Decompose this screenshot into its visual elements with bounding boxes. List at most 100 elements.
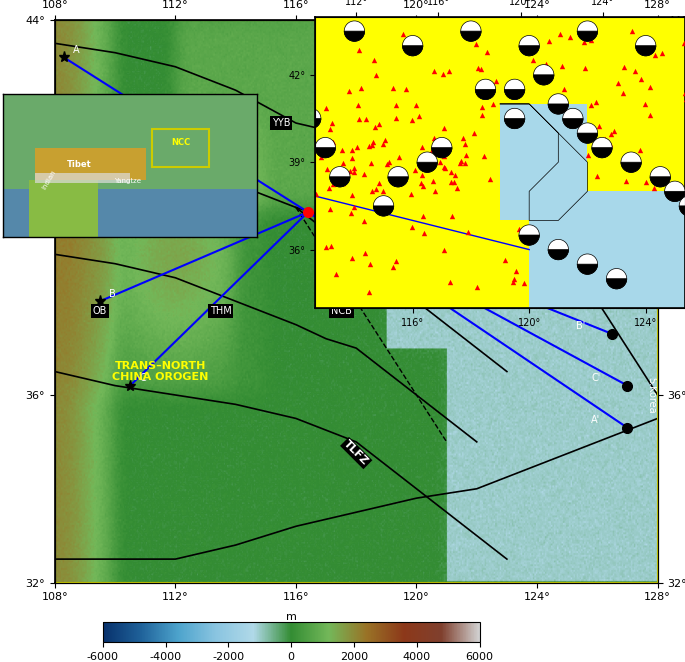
Point (373, 119, 384, 130)
Text: Beijing: Beijing (314, 201, 345, 209)
Point (680, 87, 685, 98)
Text: Tibet: Tibet (67, 160, 92, 169)
Point (337, 158, 348, 169)
X-axis label: m: m (286, 612, 297, 622)
Point (388, 261, 399, 272)
Point (456, 156, 466, 166)
Point (366, 185, 377, 196)
Point (413, 111, 424, 121)
Point (578, 37, 589, 48)
Point (540, 58, 551, 69)
Point (445, 277, 456, 287)
Point (396, 176, 407, 187)
Point (326, 117, 337, 128)
Point (656, 48, 667, 58)
Point (428, 66, 439, 76)
Point (298, 87, 309, 97)
Point (367, 136, 378, 147)
Point (430, 146, 441, 157)
Text: Yangtze: Yangtze (114, 178, 141, 184)
Point (438, 146, 449, 157)
Wedge shape (606, 279, 627, 289)
Point (264, 95, 275, 105)
Point (635, 145, 646, 156)
Wedge shape (650, 177, 671, 187)
Point (508, 277, 519, 287)
Point (511, 266, 522, 277)
Point (384, 157, 395, 167)
Wedge shape (432, 148, 452, 158)
Point (627, 26, 638, 36)
Point (419, 228, 429, 238)
Point (349, 164, 360, 174)
Point (363, 140, 374, 151)
Polygon shape (35, 173, 130, 183)
Point (415, 178, 426, 189)
Point (405, 189, 416, 199)
Text: Indian: Indian (42, 169, 58, 190)
Point (438, 123, 449, 134)
Point (325, 241, 336, 252)
Point (434, 157, 445, 167)
Point (444, 66, 455, 77)
Point (365, 158, 376, 168)
Point (347, 145, 358, 156)
Circle shape (417, 152, 438, 172)
Polygon shape (500, 104, 588, 220)
Point (377, 139, 388, 150)
Point (316, 152, 327, 162)
Point (606, 128, 617, 139)
Point (255, 177, 266, 188)
Point (427, 144, 438, 155)
Point (619, 62, 630, 72)
Point (294, 185, 305, 195)
Text: C: C (139, 373, 146, 383)
Point (418, 180, 429, 191)
Wedge shape (621, 162, 641, 172)
Polygon shape (530, 191, 685, 308)
Text: WESTERN BLOCK: WESTERN BLOCK (86, 197, 205, 211)
Point (490, 76, 501, 87)
Wedge shape (534, 75, 554, 85)
Point (544, 35, 555, 46)
Text: TLFZ: TLFZ (342, 439, 371, 467)
Point (478, 150, 489, 161)
Wedge shape (504, 89, 525, 99)
Wedge shape (519, 235, 539, 245)
Point (382, 159, 393, 169)
Point (446, 176, 457, 187)
Point (605, 138, 616, 149)
Polygon shape (3, 189, 257, 237)
Point (337, 144, 348, 155)
Point (416, 169, 427, 180)
Point (327, 179, 338, 189)
Point (439, 244, 450, 255)
Text: S.Korea: S.Korea (647, 377, 656, 413)
Circle shape (257, 181, 277, 201)
Point (583, 150, 594, 161)
Point (366, 140, 377, 150)
Circle shape (373, 196, 394, 216)
Point (499, 255, 510, 265)
Point (417, 211, 428, 222)
Circle shape (577, 21, 597, 41)
Text: B: B (109, 289, 116, 299)
Point (284, 29, 295, 40)
Point (649, 49, 660, 60)
Point (429, 186, 440, 197)
Wedge shape (417, 162, 438, 172)
Text: NCB: NCB (331, 306, 351, 316)
Point (397, 28, 408, 39)
Point (527, 55, 538, 66)
Point (316, 135, 327, 146)
Point (324, 182, 335, 193)
Point (353, 100, 364, 111)
Point (586, 35, 597, 46)
Point (463, 226, 474, 237)
Point (469, 127, 479, 138)
Wedge shape (475, 89, 496, 99)
Circle shape (504, 79, 525, 99)
Circle shape (621, 152, 641, 172)
Point (390, 256, 401, 267)
Wedge shape (388, 177, 408, 187)
